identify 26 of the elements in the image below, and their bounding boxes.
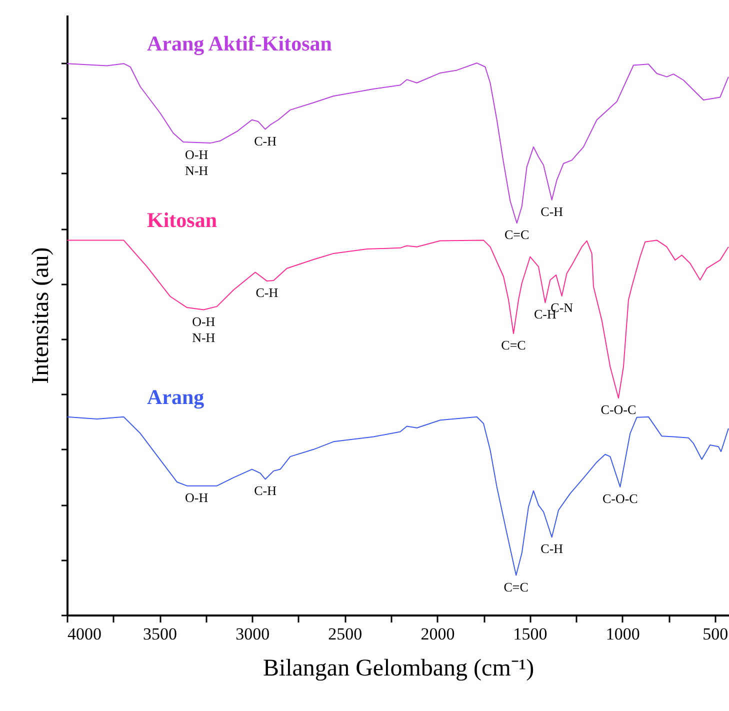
annotation: C-H	[540, 204, 564, 219]
annotation: C-H	[254, 133, 276, 148]
annotation: O-H N-H	[192, 314, 216, 345]
annotation: C=C	[504, 579, 528, 594]
annotation: C-H	[256, 285, 278, 300]
x-tick-label: 1500	[513, 624, 548, 644]
series-label: Kitosan	[147, 208, 218, 232]
annotation: C-H	[254, 483, 276, 498]
annotation: C-O-C	[600, 402, 636, 418]
annotation: C-H	[540, 541, 564, 556]
y-axis-title: Intensitas (au)	[28, 247, 54, 384]
x-tick-label: 3500	[143, 624, 178, 644]
x-tick-label: 4000	[68, 624, 102, 644]
annotation: C=C	[501, 337, 526, 352]
x-axis-title: Bilangan Gelombang (cm⁻¹)	[262, 656, 534, 682]
x-tick-label: 3000	[236, 624, 270, 644]
x-tick-label: 1000	[606, 624, 640, 644]
series-label: Arang	[147, 384, 205, 409]
annotation: C=C	[504, 227, 530, 242]
x-tick-label: 500	[702, 624, 728, 644]
x-tick-label: 2500	[328, 624, 362, 644]
series-label: Arang Aktif-Kitosan	[147, 32, 332, 56]
x-tick-label: 2000	[420, 624, 455, 644]
annotation: O-H N-H	[185, 147, 208, 178]
annotation: O-H	[185, 490, 208, 505]
annotation: C-O-C	[602, 490, 638, 506]
